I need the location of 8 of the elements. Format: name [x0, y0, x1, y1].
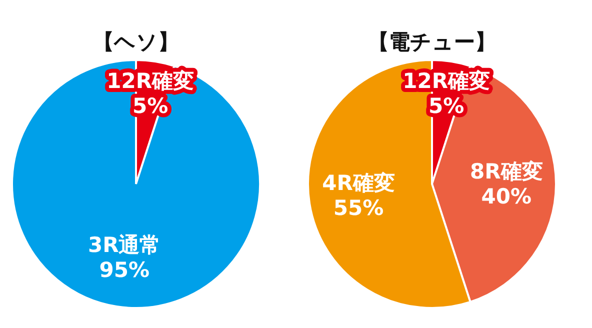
slice-label: 4R確変 — [322, 171, 395, 196]
slice-label: 8R確変 — [470, 160, 543, 184]
data-label: 55% — [333, 196, 384, 220]
chart-title: 【電チュー】 — [368, 30, 496, 54]
data-label: 40% — [481, 184, 532, 208]
chart-title: 【ヘソ】 — [93, 30, 179, 54]
slice-label: 3R通常 — [88, 232, 161, 257]
data-label: 95% — [99, 258, 150, 282]
